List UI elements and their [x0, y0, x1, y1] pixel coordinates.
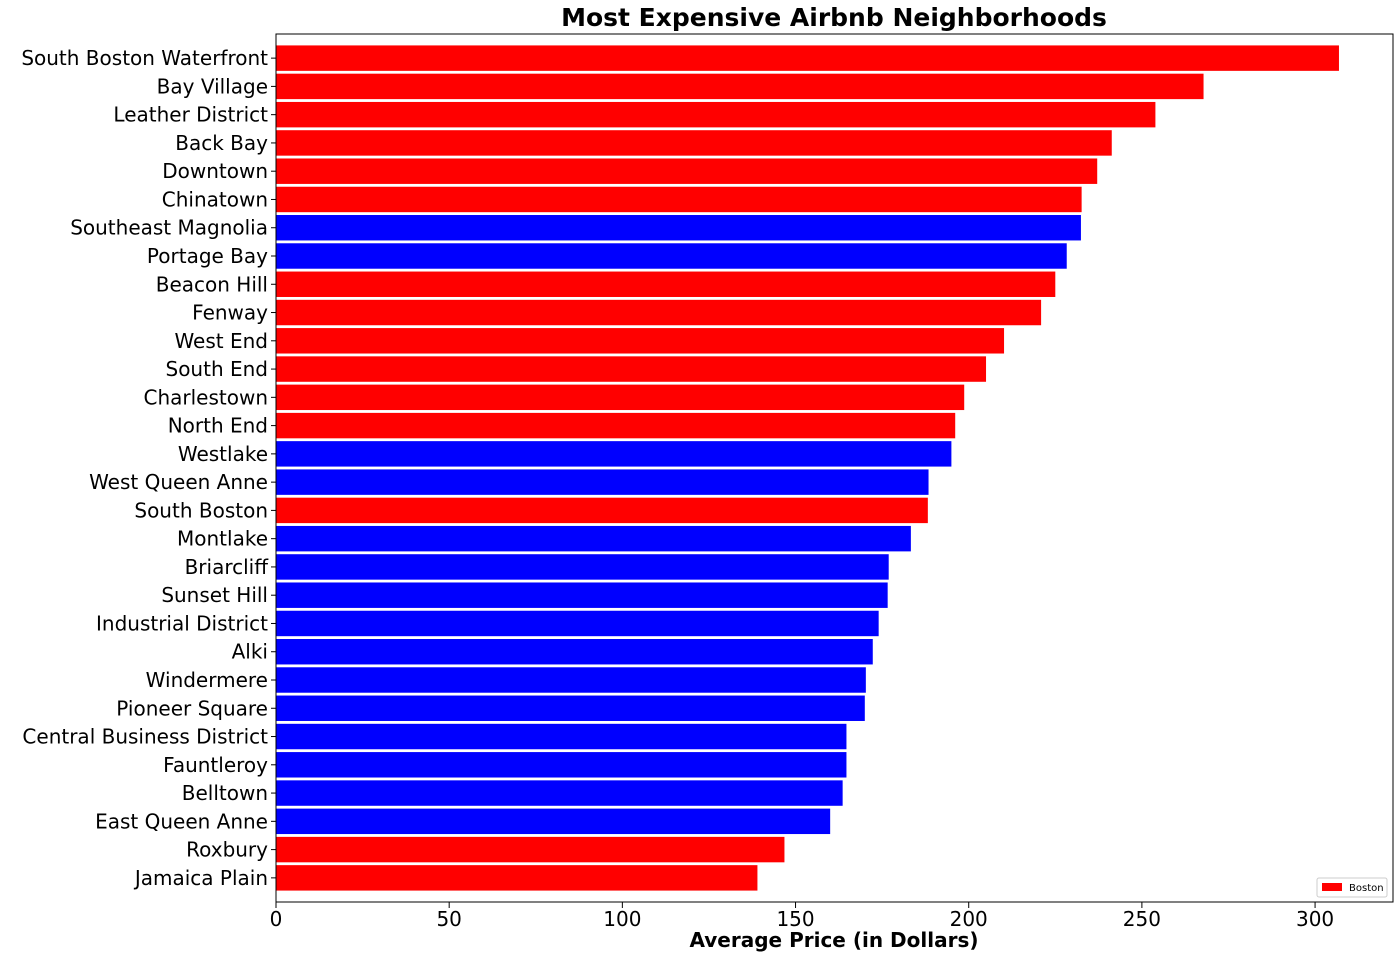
x-tick-label: 200: [950, 907, 988, 931]
x-tick-label: 250: [1123, 907, 1161, 931]
bar-back-bay: [276, 130, 1112, 156]
bar-bay-village: [276, 73, 1204, 100]
category-label: East Queen Anne: [95, 809, 268, 833]
x-axis-ticks: 0 50 100 150 200 250 300: [270, 902, 1334, 931]
category-label: Beacon Hill: [156, 272, 268, 296]
category-label: Alki: [232, 640, 268, 664]
bar-industrial-district: [276, 610, 879, 637]
bar-west-end: [276, 328, 1005, 354]
x-axis-label: Average Price (in Dollars): [690, 928, 979, 952]
bar-alki: [276, 639, 873, 665]
category-label: Downtown: [162, 159, 268, 183]
category-label: Leather District: [113, 103, 268, 127]
bar-north-end: [276, 412, 956, 439]
bar-south-end: [276, 356, 987, 382]
category-label: Charlestown: [143, 385, 268, 409]
chart-title: Most Expensive Airbnb Neighborhoods: [561, 3, 1107, 32]
category-label: South End: [166, 357, 269, 381]
x-tick-label: 100: [603, 907, 641, 931]
legend: Boston: [1316, 877, 1388, 898]
bar-roxbury: [276, 836, 785, 863]
bars-group: [276, 45, 1339, 891]
bar-fenway: [276, 299, 1042, 326]
bar-west-queen-anne: [276, 469, 929, 495]
bar-south-boston-waterfront: [276, 45, 1339, 71]
bar-east-queen-anne: [276, 808, 831, 835]
category-label: North End: [168, 414, 268, 438]
bar-jamaica-plain: [276, 865, 758, 891]
category-label: South Boston Waterfront: [21, 46, 268, 70]
bar-charlestown: [276, 384, 965, 411]
category-label: Briarcliff: [185, 555, 270, 579]
bar-southeast-magnolia: [276, 215, 1081, 241]
bar-pioneer-square: [276, 695, 865, 721]
legend-label-boston: Boston: [1349, 883, 1384, 894]
bar-south-boston: [276, 497, 928, 524]
legend-swatch-boston: [1322, 883, 1342, 891]
bar-chinatown: [276, 186, 1082, 213]
category-label: West Queen Anne: [89, 470, 268, 494]
category-label: Fenway: [192, 301, 268, 325]
category-label: Westlake: [178, 442, 268, 466]
category-label: Fauntleroy: [163, 753, 268, 777]
x-tick-label: 0: [270, 907, 283, 931]
x-tick-label: 50: [436, 907, 461, 931]
x-tick-label: 300: [1296, 907, 1334, 931]
category-label: Windermere: [146, 668, 268, 692]
bar-windermere: [276, 667, 866, 693]
category-label: Bay Village: [157, 74, 268, 98]
category-label: Portage Bay: [147, 244, 268, 268]
bar-beacon-hill: [276, 271, 1056, 297]
bar-central-business-district: [276, 723, 847, 750]
bar-belltown: [276, 780, 843, 806]
category-label: Sunset Hill: [161, 583, 268, 607]
bar-fauntleroy: [276, 752, 847, 778]
bar-sunset-hill: [276, 582, 888, 608]
bar-portage-bay: [276, 243, 1067, 269]
category-label: Industrial District: [96, 611, 268, 635]
x-tick-label: 150: [776, 907, 814, 931]
bar-briarcliff: [276, 554, 889, 580]
category-label: Roxbury: [186, 838, 268, 862]
category-labels: South Boston Waterfront Bay Village Leathe…: [21, 46, 276, 890]
bar-downtown: [276, 158, 1098, 184]
bar-montlake: [276, 525, 911, 552]
category-label: Central Business District: [22, 725, 268, 749]
bar-leather-district: [276, 101, 1156, 128]
category-label: South Boston: [134, 498, 268, 522]
category-label: West End: [174, 329, 268, 353]
category-label: Pioneer Square: [116, 696, 268, 720]
bar-westlake: [276, 441, 952, 467]
category-label: Chinatown: [162, 187, 268, 211]
category-label: Jamaica Plain: [133, 866, 268, 890]
category-label: Back Bay: [175, 131, 268, 155]
category-label: Montlake: [177, 527, 268, 551]
category-label: Belltown: [182, 781, 268, 805]
legend-box: [1316, 877, 1388, 898]
category-label: Southeast Magnolia: [70, 216, 268, 240]
plot-frame: [275, 33, 1394, 903]
